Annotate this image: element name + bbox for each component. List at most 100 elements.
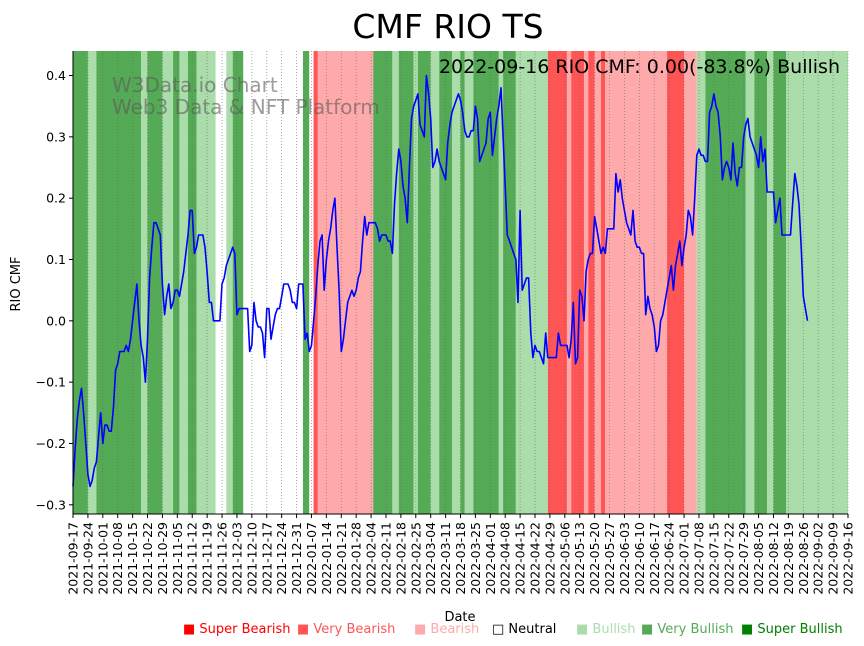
legend-item-neutral: □ Neutral bbox=[492, 622, 556, 637]
x-tick-label: 2022-05-27 bbox=[602, 522, 617, 595]
band-very-bullish bbox=[773, 51, 787, 514]
band-neutral bbox=[243, 51, 303, 514]
band-bearish bbox=[566, 51, 572, 514]
x-tick-label: 2022-02-04 bbox=[364, 522, 379, 595]
x-tick-label: 2022-09-09 bbox=[826, 522, 841, 595]
watermark-line-1: W3Data.io Chart bbox=[112, 73, 278, 97]
y-tick-label: 0.3 bbox=[46, 129, 66, 144]
chart-title: CMF RIO TS bbox=[352, 7, 543, 46]
x-tick-label: 2021-10-15 bbox=[125, 522, 140, 595]
series-layer bbox=[72, 74, 809, 488]
band-neutral bbox=[215, 51, 227, 514]
x-tick-label: 2022-06-24 bbox=[662, 522, 677, 595]
x-axis-label: Date bbox=[444, 610, 475, 625]
watermark-line-2: Web3 Data & NFT Platform bbox=[112, 95, 380, 119]
band-very-bullish bbox=[754, 51, 768, 514]
band-bullish bbox=[141, 51, 148, 514]
x-tick-label: 2021-11-26 bbox=[215, 522, 230, 595]
y-tick-label: 0.0 bbox=[46, 313, 66, 328]
x-tick-label: 2022-06-03 bbox=[617, 522, 632, 595]
y-tick-label: 0.1 bbox=[46, 252, 66, 267]
band-bullish bbox=[196, 51, 216, 514]
band-bullish bbox=[430, 51, 440, 514]
band-very-bearish bbox=[588, 51, 595, 514]
band-very-bullish bbox=[373, 51, 393, 514]
legend-item-bullish: ■ Bullish bbox=[576, 622, 635, 637]
legend: ■ Super Bearish ■ Very Bearish ■ Bearish □ … bbox=[183, 622, 843, 637]
band-bullish bbox=[767, 51, 774, 514]
band-bullish bbox=[515, 51, 548, 514]
y-tick-label: 0.4 bbox=[46, 68, 66, 83]
x-tick-label: 2022-08-19 bbox=[781, 522, 796, 595]
band-very-bullish bbox=[460, 51, 465, 514]
x-tick-label: 2021-12-17 bbox=[259, 522, 274, 595]
legend-item-very-bullish: ■ Very Bullish bbox=[641, 622, 733, 637]
legend-item-super-bullish: ■ Super Bullish bbox=[741, 622, 843, 637]
legend-item-very-bearish: ■ Very Bearish bbox=[297, 622, 395, 637]
y-tick-label: −0.2 bbox=[36, 436, 66, 451]
x-tick-label: 2022-08-26 bbox=[796, 522, 811, 595]
band-very-bearish bbox=[547, 51, 567, 514]
x-tick-label: 2021-12-10 bbox=[244, 522, 259, 595]
band-very-bullish bbox=[503, 51, 516, 514]
band-bullish bbox=[87, 51, 97, 514]
x-tick-label: 2022-04-15 bbox=[513, 522, 528, 595]
x-tick-label: 2022-03-18 bbox=[453, 522, 468, 595]
y-axis-label: RIO CMF bbox=[9, 256, 24, 311]
x-tick-label: 2022-03-11 bbox=[438, 522, 453, 595]
band-bullish bbox=[162, 51, 174, 514]
band-bearish bbox=[605, 51, 668, 514]
x-tick-label: 2022-04-01 bbox=[483, 522, 498, 595]
x-tick-label: 2022-02-18 bbox=[393, 522, 408, 595]
x-tick-label: 2022-04-22 bbox=[528, 522, 543, 595]
x-tick-label: 2022-06-10 bbox=[632, 522, 647, 595]
legend-item-super-bearish: ■ Super Bearish bbox=[183, 622, 291, 637]
x-tick-label: 2021-11-19 bbox=[200, 522, 215, 595]
y-axis-ticks: −0.3 −0.2 −0.1 0.0 0.1 0.2 0.3 0.4 bbox=[36, 68, 73, 512]
band-bullish bbox=[464, 51, 474, 514]
x-tick-label: 2021-10-22 bbox=[140, 522, 155, 595]
band-very-bullish bbox=[147, 51, 163, 514]
x-tick-label: 2022-03-25 bbox=[468, 522, 483, 595]
x-tick-label: 2021-12-31 bbox=[289, 522, 304, 595]
x-tick-label: 2022-09-02 bbox=[811, 522, 826, 595]
band-very-bearish bbox=[667, 51, 685, 514]
band-bullish bbox=[745, 51, 755, 514]
x-tick-label: 2022-08-12 bbox=[766, 522, 781, 595]
x-tick-label: 2022-07-01 bbox=[677, 522, 692, 595]
x-tick-label: 2022-01-21 bbox=[334, 522, 349, 595]
signal-bands bbox=[73, 51, 848, 514]
band-very-bearish bbox=[313, 51, 318, 514]
watermark: W3Data.io Chart Web3 Data & NFT Platform bbox=[112, 73, 380, 119]
legend-item-bearish: ■ Bearish bbox=[414, 622, 479, 637]
x-tick-label: 2022-03-04 bbox=[423, 522, 438, 595]
band-very-bullish bbox=[232, 51, 244, 514]
x-tick-label: 2022-01-07 bbox=[304, 522, 319, 595]
band-very-bullish bbox=[173, 51, 180, 514]
band-bullish bbox=[696, 51, 706, 514]
x-tick-label: 2021-11-05 bbox=[170, 522, 185, 595]
x-tick-label: 2021-10-01 bbox=[95, 522, 110, 595]
x-tick-label: 2022-04-08 bbox=[498, 522, 513, 595]
band-bullish bbox=[786, 51, 848, 514]
x-tick-label: 2022-01-14 bbox=[319, 522, 334, 595]
band-very-bullish bbox=[73, 51, 88, 514]
x-tick-label: 2021-09-24 bbox=[80, 522, 95, 595]
x-tick-label: 2022-05-06 bbox=[557, 522, 572, 595]
x-tick-label: 2022-07-22 bbox=[721, 522, 736, 595]
band-bearish bbox=[594, 51, 602, 514]
x-tick-label: 2022-06-17 bbox=[647, 522, 662, 595]
x-tick-label: 2022-01-28 bbox=[349, 522, 364, 595]
x-tick-label: 2022-04-29 bbox=[542, 522, 557, 595]
band-very-bullish bbox=[302, 51, 310, 514]
x-tick-label: 2021-12-24 bbox=[274, 522, 289, 595]
x-tick-label: 2021-11-12 bbox=[185, 522, 200, 595]
x-tick-label: 2022-07-15 bbox=[706, 522, 721, 595]
y-tick-label: −0.3 bbox=[36, 497, 66, 512]
band-bearish bbox=[684, 51, 697, 514]
x-axis-ticks: 2021-09-17 2021-09-24 2021-10-01 2021-10-08… bbox=[66, 514, 856, 595]
latest-value-annotation: 2022-09-16 RIO CMF: 0.00(-83.8%) Bullish bbox=[439, 56, 840, 78]
y-tick-label: −0.1 bbox=[36, 375, 66, 390]
x-tick-label: 2022-07-08 bbox=[691, 522, 706, 595]
x-tick-label: 2021-12-03 bbox=[229, 522, 244, 595]
